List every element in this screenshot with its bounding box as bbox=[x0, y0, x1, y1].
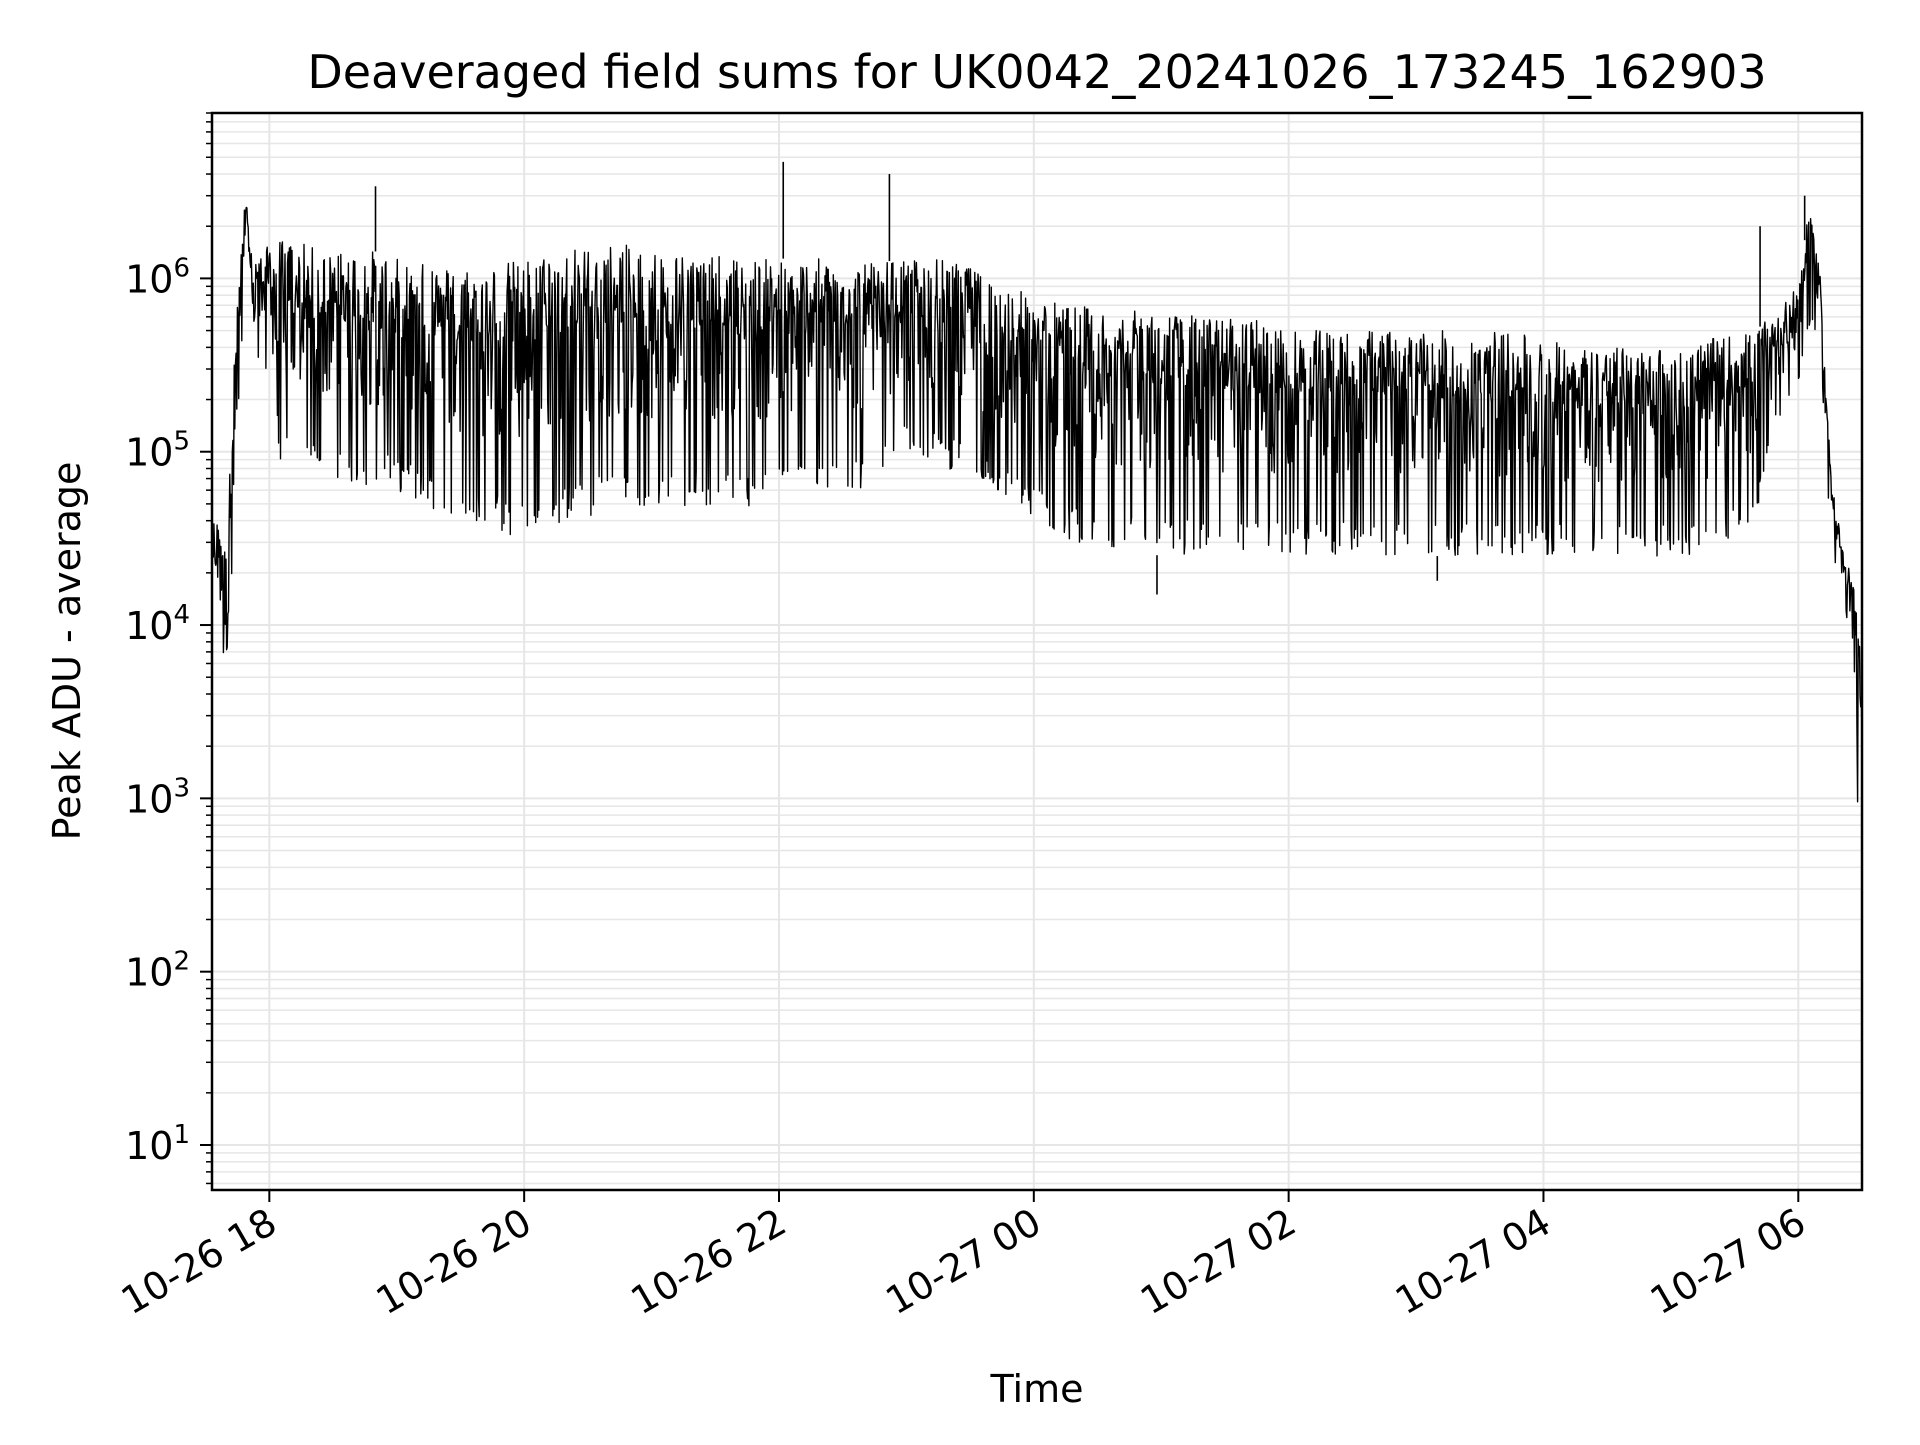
y-tick-label: 102 bbox=[125, 947, 190, 995]
grid bbox=[212, 112, 1862, 1190]
data-series bbox=[211, 161, 1863, 803]
y-tick-label: 103 bbox=[125, 773, 190, 821]
y-tick-label: 104 bbox=[125, 600, 190, 648]
y-tick-label: 101 bbox=[125, 1120, 190, 1168]
y-axis-label: Peak ADU - average bbox=[45, 462, 89, 841]
y-tick-label: 105 bbox=[125, 427, 190, 475]
x-axis-label: Time bbox=[990, 1367, 1084, 1411]
y-tick-label: 106 bbox=[125, 253, 190, 301]
chart-title: Deaveraged field sums for UK0042_2024102… bbox=[307, 45, 1766, 99]
series-line bbox=[211, 206, 1863, 803]
